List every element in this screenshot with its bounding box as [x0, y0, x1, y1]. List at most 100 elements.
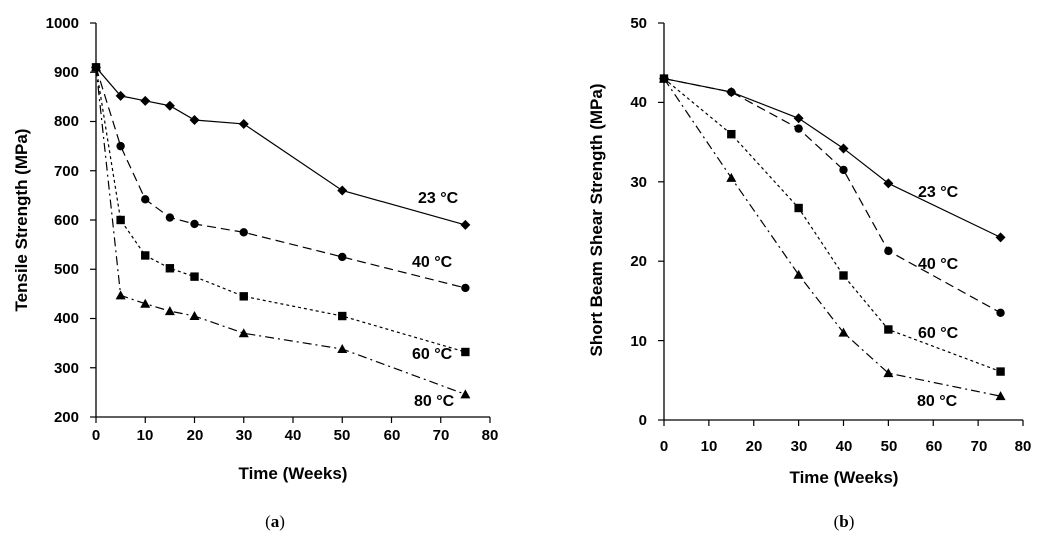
data-point-80c — [337, 344, 348, 354]
data-point-60c — [794, 203, 803, 213]
panel-b-xtick-label: 0 — [660, 438, 668, 455]
panel-a-xtick-label: 80 — [482, 427, 499, 444]
panel-b-xtick-label: 10 — [701, 438, 718, 455]
panel-a-xtick-label: 70 — [433, 427, 450, 444]
series-line-23c — [95, 66, 466, 226]
data-point-60c — [141, 251, 150, 260]
series-line-80c — [95, 67, 466, 395]
data-point-80c — [115, 290, 126, 300]
panel-a-xtick-label: 40 — [285, 427, 302, 444]
data-point-23c — [460, 219, 471, 230]
panel-a-ytick-label: 300 — [54, 360, 79, 377]
data-point-80c — [659, 73, 669, 83]
data-point-80c — [883, 368, 894, 378]
series-label-60c: 60 °C — [918, 325, 959, 342]
series-label-23c: 23 °C — [918, 184, 959, 201]
data-point-23c — [337, 185, 348, 196]
panel-b-caption: (b) — [834, 512, 855, 531]
panel-a-series — [91, 62, 471, 399]
panel-a-ytick-label: 800 — [54, 113, 79, 130]
series-line-40c — [663, 77, 1001, 314]
data-point-80c — [838, 327, 849, 337]
data-point-23c — [189, 115, 200, 126]
panel-b-xtick-label: 70 — [971, 438, 988, 455]
series-label-80c: 80 °C — [414, 393, 455, 410]
panel-a-tensile-strength: 200 300 400 500 600 700 800 900 1000 0 1… — [12, 15, 498, 531]
series-line-60c — [663, 78, 1001, 373]
series-line-80c — [663, 78, 1001, 397]
panel-a-ytick-label: 400 — [54, 310, 79, 327]
data-point-80c — [238, 328, 249, 338]
panel-b-ytick-label: 30 — [630, 174, 647, 191]
panel-b-xtick-label: 30 — [791, 438, 808, 455]
data-point-23c — [883, 178, 894, 189]
data-point-40c — [839, 165, 848, 175]
panel-a-caption: (a) — [265, 512, 285, 531]
data-point-80c — [164, 306, 175, 316]
panel-a-ytick-label: 600 — [54, 212, 79, 229]
panel-b-ytick-label: 40 — [630, 94, 647, 111]
panel-b-ytick-label: 50 — [630, 15, 647, 32]
data-point-40c — [190, 219, 199, 229]
data-point-40c — [239, 228, 248, 237]
panel-b-y-axis-label: Short Beam Shear Strength (MPa) — [587, 84, 606, 357]
series-label-40c: 40 °C — [918, 256, 959, 273]
panel-a-xtick-label: 60 — [384, 427, 401, 444]
data-point-80c — [460, 389, 471, 399]
panel-a-ytick-label: 200 — [54, 409, 79, 426]
data-point-23c — [838, 143, 849, 154]
data-point-40c — [461, 283, 470, 293]
data-point-23c — [995, 232, 1006, 243]
data-point-23c — [164, 100, 175, 111]
panel-b-x-axis-label: Time (Weeks) — [790, 468, 899, 487]
series-line-23c — [663, 77, 1001, 238]
data-point-60c — [338, 311, 347, 321]
panel-a-xtick-label: 20 — [187, 427, 204, 444]
series-line-40c — [95, 67, 466, 289]
data-point-60c — [190, 272, 199, 281]
panel-a-x-axis-label: Time (Weeks) — [239, 464, 348, 483]
data-point-40c — [165, 213, 175, 222]
panel-a-xtick-label: 50 — [334, 427, 351, 444]
series-label-80c: 80 °C — [917, 393, 958, 410]
panel-b-xtick-label: 40 — [836, 438, 853, 455]
panel-a-ytick-label: 1000 — [46, 15, 79, 32]
series-label-23c: 23 °C — [418, 190, 459, 207]
panel-a-xtick-label: 0 — [92, 427, 100, 444]
series-label-60c: 60 °C — [412, 346, 453, 363]
series-label-40c: 40 °C — [412, 254, 453, 271]
data-point-23c — [238, 118, 249, 129]
panel-b-short-beam-shear-strength: 0 10 20 30 40 50 0 10 20 30 40 50 60 70 … — [587, 15, 1031, 531]
data-point-60c — [884, 325, 893, 334]
panel-b-xtick-label: 50 — [881, 438, 898, 455]
panel-b-ytick-label: 10 — [630, 333, 647, 350]
data-point-80c — [91, 62, 101, 72]
data-point-23c — [140, 95, 151, 106]
data-point-40c — [884, 246, 893, 256]
panel-a-ytick-label: 500 — [54, 261, 79, 278]
panel-b-ytick-label: 20 — [630, 253, 647, 270]
panel-b-ticks — [658, 22, 1024, 426]
data-point-23c — [115, 90, 126, 101]
data-point-60c — [839, 271, 848, 280]
data-point-60c — [239, 292, 248, 301]
data-point-40c — [116, 141, 125, 151]
panel-a-xtick-label: 10 — [137, 427, 154, 444]
panel-b-xtick-label: 60 — [926, 438, 943, 455]
data-point-80c — [793, 269, 804, 279]
panel-a-ytick-label: 900 — [54, 64, 79, 81]
data-point-80c — [726, 172, 737, 182]
data-point-40c — [794, 124, 803, 133]
data-point-40c — [727, 87, 736, 97]
data-point-40c — [141, 195, 150, 204]
panel-a-y-axis-label: Tensile Strength (MPa) — [12, 129, 31, 312]
data-point-60c — [461, 347, 470, 357]
panel-a-ticks — [90, 22, 491, 423]
panel-b-xtick-label: 20 — [746, 438, 763, 455]
data-point-60c — [727, 129, 736, 139]
panel-a-ytick-label: 700 — [54, 163, 79, 180]
data-point-80c — [189, 311, 200, 321]
data-point-80c — [140, 298, 151, 308]
panel-b-ytick-label: 0 — [639, 412, 647, 429]
